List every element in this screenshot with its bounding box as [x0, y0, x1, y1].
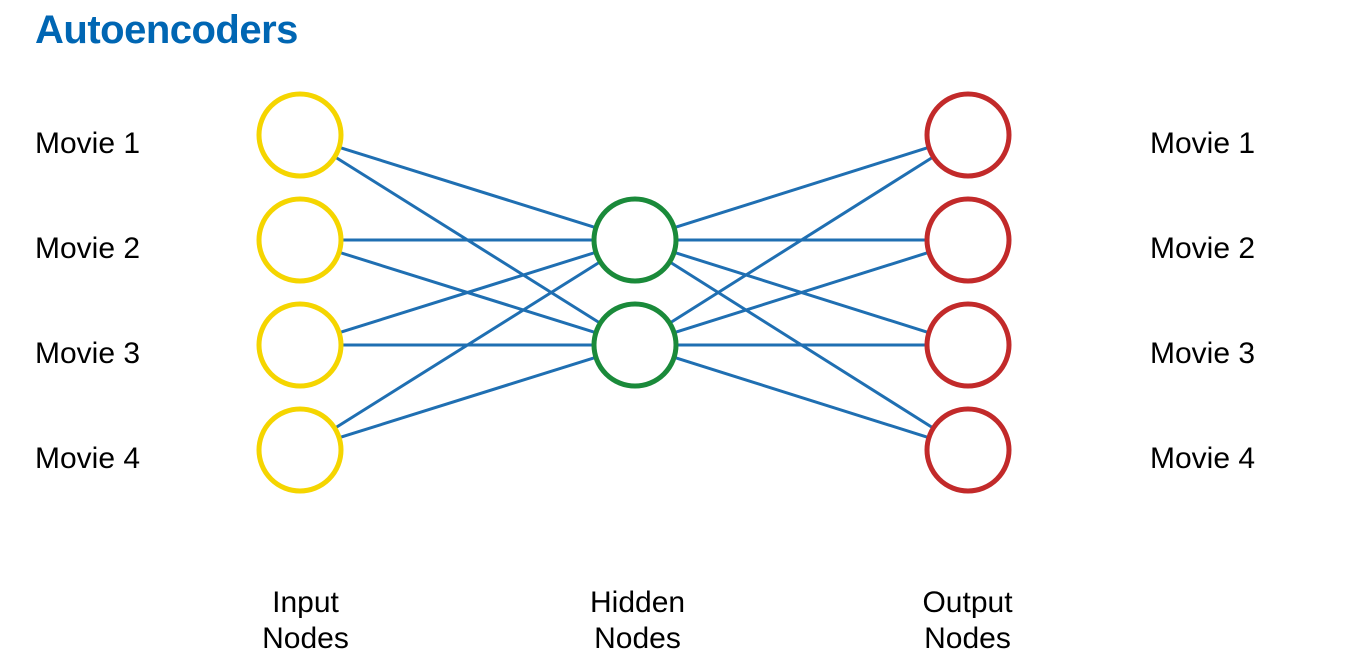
output-node-label: Movie 1 [1150, 127, 1255, 161]
hidden-layer-label: HiddenNodes [590, 585, 685, 657]
edge [674, 147, 929, 227]
output-node-label: Movie 3 [1150, 337, 1255, 371]
output-node-label: Movie 4 [1150, 442, 1255, 476]
input-node [259, 409, 341, 491]
input-layer-label: InputNodes [258, 585, 353, 657]
edge [339, 357, 596, 437]
input-node [259, 199, 341, 281]
input-node-label: Movie 1 [35, 127, 140, 161]
edge [674, 357, 929, 437]
output-node-label: Movie 2 [1150, 232, 1255, 266]
output-node [927, 409, 1009, 491]
output-layer-label: OutputNodes [920, 585, 1015, 657]
hidden-node [594, 304, 676, 386]
output-node [927, 304, 1009, 386]
input-node-label: Movie 3 [35, 337, 140, 371]
input-node-label: Movie 4 [35, 442, 140, 476]
output-node [927, 199, 1009, 281]
input-node-label: Movie 2 [35, 232, 140, 266]
hidden-node [594, 199, 676, 281]
input-node [259, 304, 341, 386]
edge [339, 147, 596, 227]
autoencoder-diagram [0, 0, 1356, 671]
input-node [259, 94, 341, 176]
output-node [927, 94, 1009, 176]
